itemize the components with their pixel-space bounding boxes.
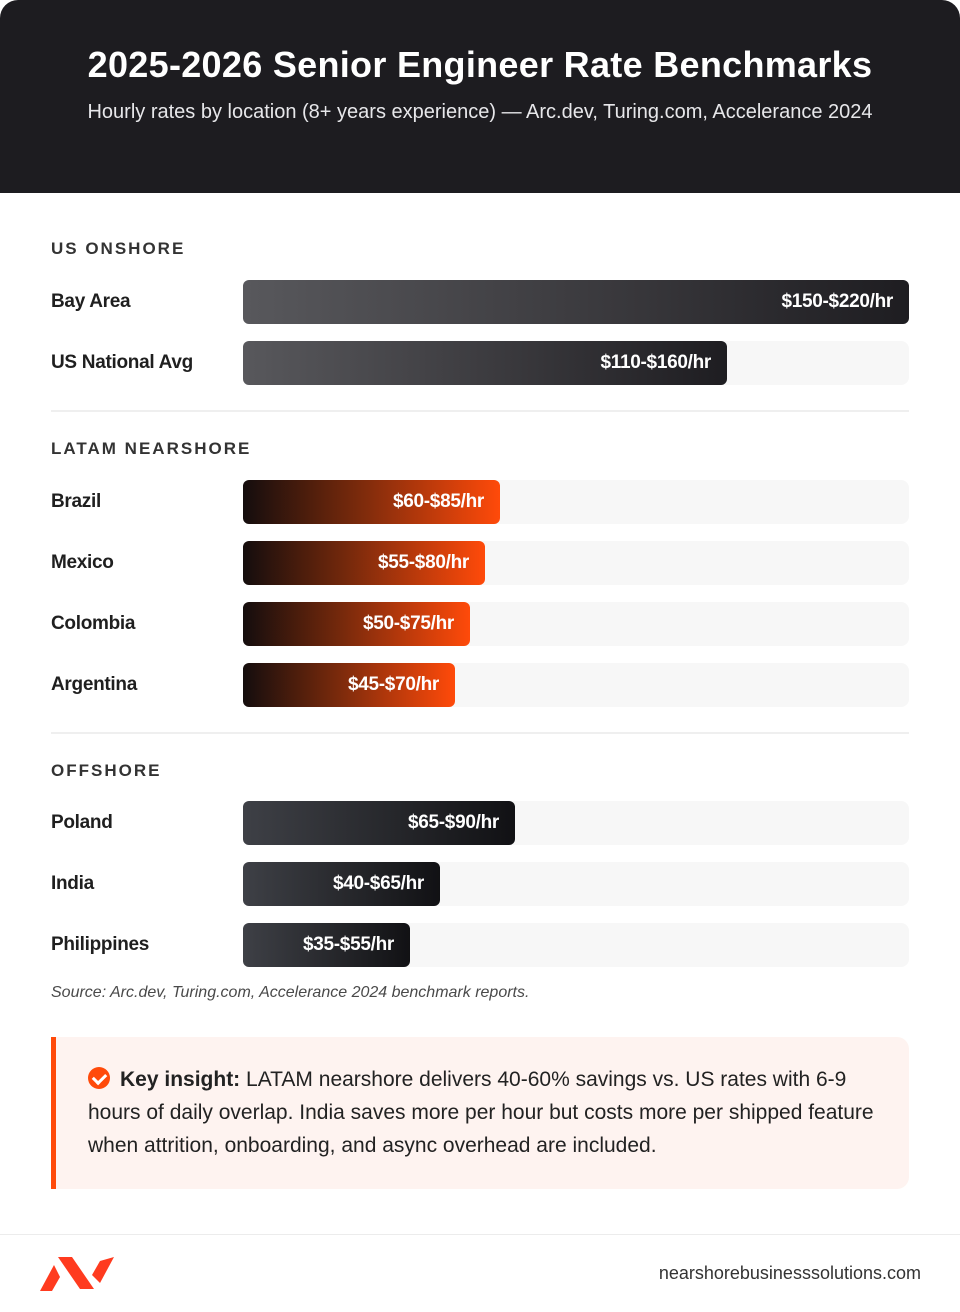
bar: $110-$160/hr [243, 341, 727, 385]
bar-value-label: $150-$220/hr [781, 291, 893, 312]
bar-label: Philippines [51, 934, 150, 955]
bar-value-label: $50-$75/hr [362, 613, 454, 634]
bar-row: US National Avg $110-$160/hr [0, 341, 960, 385]
page-title: 2025-2026 Senior Engineer Rate Benchmark… [87, 44, 873, 85]
section-label-latam: LATAM NEARSHORE [51, 439, 252, 458]
source-note: Source: Arc.dev, Turing.com, Accelerance… [51, 984, 530, 1001]
bar-label: Poland [51, 812, 113, 833]
bar-row: Colombia $50-$75/hr [0, 602, 960, 646]
header-banner: 2025-2026 Senior Engineer Rate Benchmark… [0, 0, 960, 193]
bar-row: Brazil $60-$85/hr [0, 480, 960, 524]
bar-label: Brazil [51, 491, 101, 512]
bar-value-label: $35-$55/hr [302, 934, 394, 955]
page-subtitle: Hourly rates by location (8+ years exper… [87, 101, 873, 123]
bar-track: $65-$90/hr [243, 801, 909, 845]
bar: $35-$55/hr [243, 923, 410, 967]
brand-logo-icon[interactable] [38, 1253, 116, 1293]
website-link[interactable]: nearshorebusinesssolutions.com [658, 1263, 921, 1283]
bar-row: Poland $65-$90/hr [0, 801, 960, 845]
bar: $55-$80/hr [243, 541, 485, 585]
section-label-off: OFFSHORE [51, 761, 162, 780]
bar-row: Argentina $45-$70/hr [0, 663, 960, 707]
bar: $45-$70/hr [243, 663, 455, 707]
bar-track: $110-$160/hr [243, 341, 909, 385]
bar-label: Argentina [51, 674, 137, 695]
bar: $50-$75/hr [243, 602, 470, 646]
bar-label: Colombia [51, 613, 136, 634]
insight-title: Key insight: [120, 1068, 241, 1091]
bar-label: Bay Area [51, 291, 131, 312]
bar-value-label: $65-$90/hr [407, 812, 499, 833]
bar-value-label: $110-$160/hr [600, 352, 712, 373]
bar-track: $45-$70/hr [243, 663, 909, 707]
bar-value-label: $60-$85/hr [392, 491, 484, 512]
bar: $40-$65/hr [243, 862, 440, 906]
bar-value-label: $40-$65/hr [332, 873, 424, 894]
bar-label: India [51, 873, 94, 894]
bar-track: $35-$55/hr [243, 923, 909, 967]
section-divider [51, 732, 909, 734]
bar-value-label: $45-$70/hr [347, 674, 439, 695]
bar: $60-$85/hr [243, 480, 500, 524]
bar-track: $55-$80/hr [243, 541, 909, 585]
bar-row: Philippines $35-$55/hr [0, 923, 960, 967]
bar: $65-$90/hr [243, 801, 515, 845]
bar-track: $150-$220/hr [243, 280, 909, 324]
bar-row: Bay Area $150-$220/hr [0, 280, 960, 324]
bar-row: India $40-$65/hr [0, 862, 960, 906]
section-label-us: US ONSHORE [51, 239, 186, 258]
check-circle-icon [88, 1067, 110, 1089]
bar-label: Mexico [51, 552, 114, 573]
bar-value-label: $55-$80/hr [377, 552, 469, 573]
bar-row: Mexico $55-$80/hr [0, 541, 960, 585]
insight-callout: Key insight: LATAM nearshore delivers 40… [51, 1037, 909, 1189]
footer: nearshorebusinesssolutions.com [0, 1234, 960, 1312]
bar-label: US National Avg [51, 352, 193, 373]
bar-track: $50-$75/hr [243, 602, 909, 646]
insight-body: LATAM nearshore delivers 40-60% savings … [88, 1068, 874, 1157]
bar-track: $40-$65/hr [243, 862, 909, 906]
section-divider [51, 410, 909, 412]
bar: $150-$220/hr [243, 280, 909, 324]
insight-text: Key insight: LATAM nearshore delivers 40… [88, 1063, 878, 1162]
bar-track: $60-$85/hr [243, 480, 909, 524]
